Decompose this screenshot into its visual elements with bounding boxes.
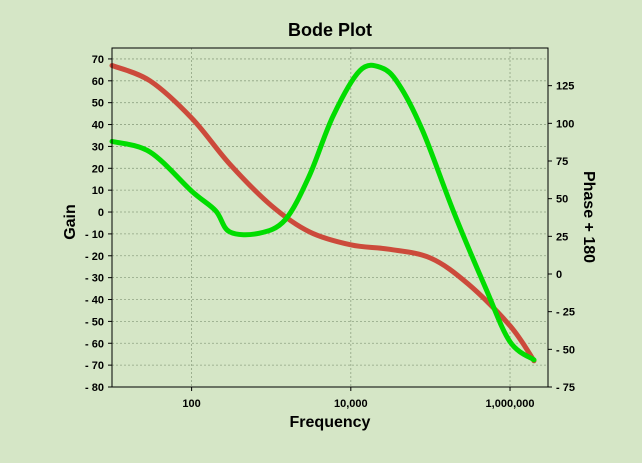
- y2-tick-label: 100: [556, 118, 574, 130]
- y2-tick-label: - 75: [556, 382, 575, 394]
- y2-tick-label: - 50: [556, 344, 575, 356]
- y-tick-label: 50: [92, 98, 104, 110]
- y2-ticks: 125 100 75 50 25 0 - 25 - 50 - 75: [548, 81, 575, 394]
- x-tick-label: 10,000: [334, 398, 368, 410]
- y-tick-label: - 30: [85, 273, 104, 285]
- y-tick-label: 70: [92, 54, 104, 66]
- y2-tick-label: 0: [556, 269, 562, 281]
- plot-frame: [111, 47, 549, 388]
- y-tick-label: - 40: [85, 295, 104, 307]
- y-ticks: 70 60 50 40 30 20 10 0 - 10 - 20 - 30 - 40 - 50 - 60 -…: [85, 54, 112, 394]
- y2-tick-label: 25: [556, 231, 568, 243]
- y-tick-label: 10: [92, 185, 104, 197]
- chart-title: Bode Plot: [288, 20, 372, 40]
- y2-tick-label: 75: [556, 156, 568, 168]
- grid: [112, 48, 548, 388]
- y-tick-label: 0: [98, 207, 104, 219]
- x-tick-label: 100: [182, 398, 200, 410]
- y2-tick-label: 125: [556, 81, 574, 93]
- gain-series-line: [109, 63, 537, 364]
- y-tick-label: 40: [92, 120, 104, 132]
- y-tick-label: 60: [92, 76, 104, 88]
- y2-axis-label: Phase + 180: [580, 171, 597, 263]
- y-tick-label: - 60: [85, 338, 104, 350]
- phase-series-line: [109, 62, 537, 363]
- y2-tick-label: - 25: [556, 307, 575, 319]
- y-tick-label: - 20: [85, 251, 104, 263]
- y-axis-label: Gain: [62, 204, 79, 240]
- x-axis-label: Frequency: [290, 414, 371, 431]
- y-tick-label: - 50: [85, 316, 104, 328]
- y-tick-label: 20: [92, 163, 104, 175]
- y-tick-label: - 70: [85, 360, 104, 372]
- y-tick-label: - 10: [85, 229, 104, 241]
- y-tick-label: - 80: [85, 382, 104, 394]
- y-tick-label: 30: [92, 141, 104, 153]
- x-ticks: 100 10,000 1,000,000: [182, 387, 534, 410]
- x-tick-label: 1,000,000: [486, 398, 535, 410]
- y2-tick-label: 50: [556, 194, 568, 206]
- series-layer: [109, 62, 537, 364]
